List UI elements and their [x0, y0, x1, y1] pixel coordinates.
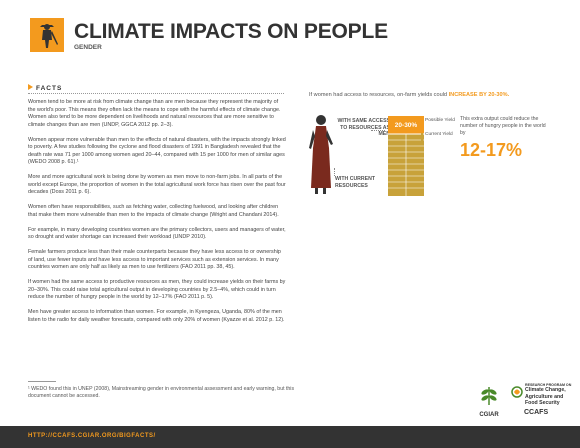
- facts-paragraph: For example, in many developing countrie…: [28, 226, 286, 241]
- facts-heading-label: FACTS: [36, 85, 63, 92]
- facts-divider: [28, 93, 284, 94]
- farmer-icon: [30, 18, 64, 52]
- label-same-pointer: [371, 130, 385, 131]
- facts-paragraph: Men have greater access to information t…: [28, 309, 285, 323]
- infographic-intro: If women had access to resources, on-far…: [309, 92, 569, 98]
- ccafs-logo-icon: [511, 386, 523, 398]
- ccafs-program-name: Climate Change, Agriculture and Food Sec…: [525, 387, 566, 407]
- cgiar-logo-text: CGIAR: [479, 412, 499, 418]
- footnote: ¹ WEDO found this in UNEP (2008), Mainst…: [28, 386, 295, 399]
- hunger-reduction-text: This extra output could reduce the numbe…: [460, 116, 546, 136]
- ccafs-logo-text: RESEARCH PROGRAM ON Climate Change, Agri…: [525, 383, 577, 407]
- intro-text: If women had access to resources, on-far…: [309, 92, 448, 98]
- legend-label: Current Yield: [425, 132, 453, 137]
- facts-heading: FACTS: [28, 84, 62, 92]
- triangle-bullet-icon: [28, 84, 33, 90]
- label-same-access: WITH SAME ACCESS TO RESOURCES AS MEN: [337, 118, 390, 137]
- legend-swatch: [421, 133, 423, 141]
- legend-label: Possible Yield: [425, 118, 455, 123]
- cgiar-logo-icon: CGIAR: [479, 387, 499, 418]
- label-current-pointer: [334, 168, 335, 176]
- facts-paragraph: Women tend to be more at risk from clima…: [28, 99, 281, 128]
- ccafs-program-prefix: RESEARCH PROGRAM ON: [525, 383, 572, 387]
- facts-paragraph: Female farmers produce less than their m…: [28, 249, 281, 270]
- facts-paragraph: Women often have responsibilities, such …: [28, 204, 279, 218]
- woman-farmer-icon: [309, 115, 333, 194]
- legend-swatch: [421, 119, 423, 127]
- legend-current-yield: Current Yield: [421, 132, 453, 141]
- hunger-reduction-value: 12-17%: [460, 140, 523, 160]
- footer-bar: [0, 426, 580, 448]
- page-subtitle: GENDER: [74, 44, 102, 51]
- facts-paragraph: Women appear more vulnerable than men to…: [28, 136, 286, 166]
- intro-highlight: INCREASE BY 20-30%.: [448, 92, 510, 98]
- page-title: CLIMATE IMPACTS ON PEOPLE: [74, 20, 388, 43]
- ccafs-name: CCAFS: [524, 409, 549, 416]
- footnote-divider: [28, 381, 56, 382]
- increase-range-label: 20-30%: [394, 122, 418, 129]
- legend-possible-yield: Possible Yield: [421, 118, 455, 127]
- facts-body: Women tend to be more at risk from clima…: [28, 99, 286, 332]
- facts-paragraph: If women had the same access to producti…: [28, 279, 286, 300]
- footer-url-link[interactable]: HTTP://CCAFS.CGIAR.ORG/BIGFACTS/: [28, 433, 156, 439]
- header-logo-icon: [30, 18, 64, 52]
- facts-paragraph: More and more agricultural work is being…: [28, 174, 286, 195]
- label-current-resources: WITH CURRENT RESOURCES: [335, 176, 376, 189]
- yield-bar-icon: [388, 116, 424, 196]
